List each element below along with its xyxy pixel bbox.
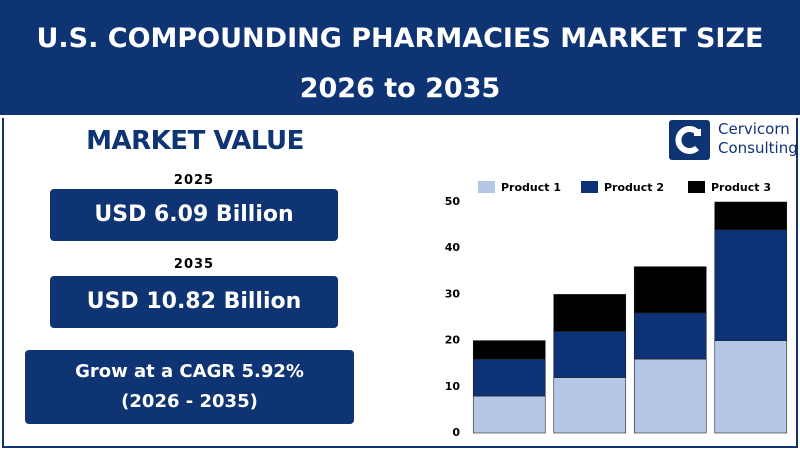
value-box: USD 6.09 Billion (50, 189, 338, 241)
y-tick-label: 40 (445, 241, 461, 254)
bar-segment (633, 312, 707, 360)
title-line: 2026 to 2035 (299, 73, 501, 104)
legend-swatch (581, 181, 598, 193)
y-tick-label: 0 (452, 426, 460, 439)
bar-segment (633, 266, 707, 314)
bar-segment (714, 229, 788, 341)
bar-segment (553, 331, 627, 378)
bar-segment (472, 340, 546, 360)
y-tick-label: 50 (445, 195, 461, 208)
header: U.S. COMPOUNDING PHARMACIES MARKET SIZE … (0, 0, 800, 118)
value-box: USD 10.82 Billion (50, 276, 338, 328)
logo-text: Cervicorn Consulting (718, 120, 798, 158)
cagr-box: Grow at a CAGR 5.92% (2026 - 2035) (25, 350, 354, 424)
legend-swatch (478, 181, 495, 193)
logo-line: Cervicorn (718, 120, 790, 138)
cagr-line: Grow at a CAGR 5.92% (75, 361, 304, 382)
year-label: 2025 (173, 173, 215, 188)
y-tick-label: 30 (445, 287, 461, 300)
bar-segment (472, 358, 546, 397)
y-tick-label: 10 (445, 380, 461, 393)
bar-segment (714, 340, 788, 434)
bar-segment (553, 294, 627, 332)
year-label: 2035 (173, 257, 215, 272)
legend-label: Product 3 (711, 181, 771, 194)
y-tick-label: 20 (445, 334, 461, 347)
legend-label: Product 1 (501, 181, 561, 194)
logo-line: Consulting (718, 139, 798, 157)
bar-segment (472, 395, 546, 434)
bar-segment (553, 377, 627, 434)
bar-segment (633, 358, 707, 434)
cagr-line: (2026 - 2035) (121, 391, 258, 412)
legend-swatch (688, 181, 705, 193)
logo-icon (669, 120, 710, 160)
bar-segment (714, 201, 788, 231)
logo-glyph (675, 126, 701, 154)
title-line: U.S. COMPOUNDING PHARMACIES MARKET SIZE (36, 23, 764, 54)
frame (2, 118, 798, 448)
legend-label: Product 2 (604, 181, 664, 194)
panel-heading: MARKET VALUE (86, 126, 304, 156)
